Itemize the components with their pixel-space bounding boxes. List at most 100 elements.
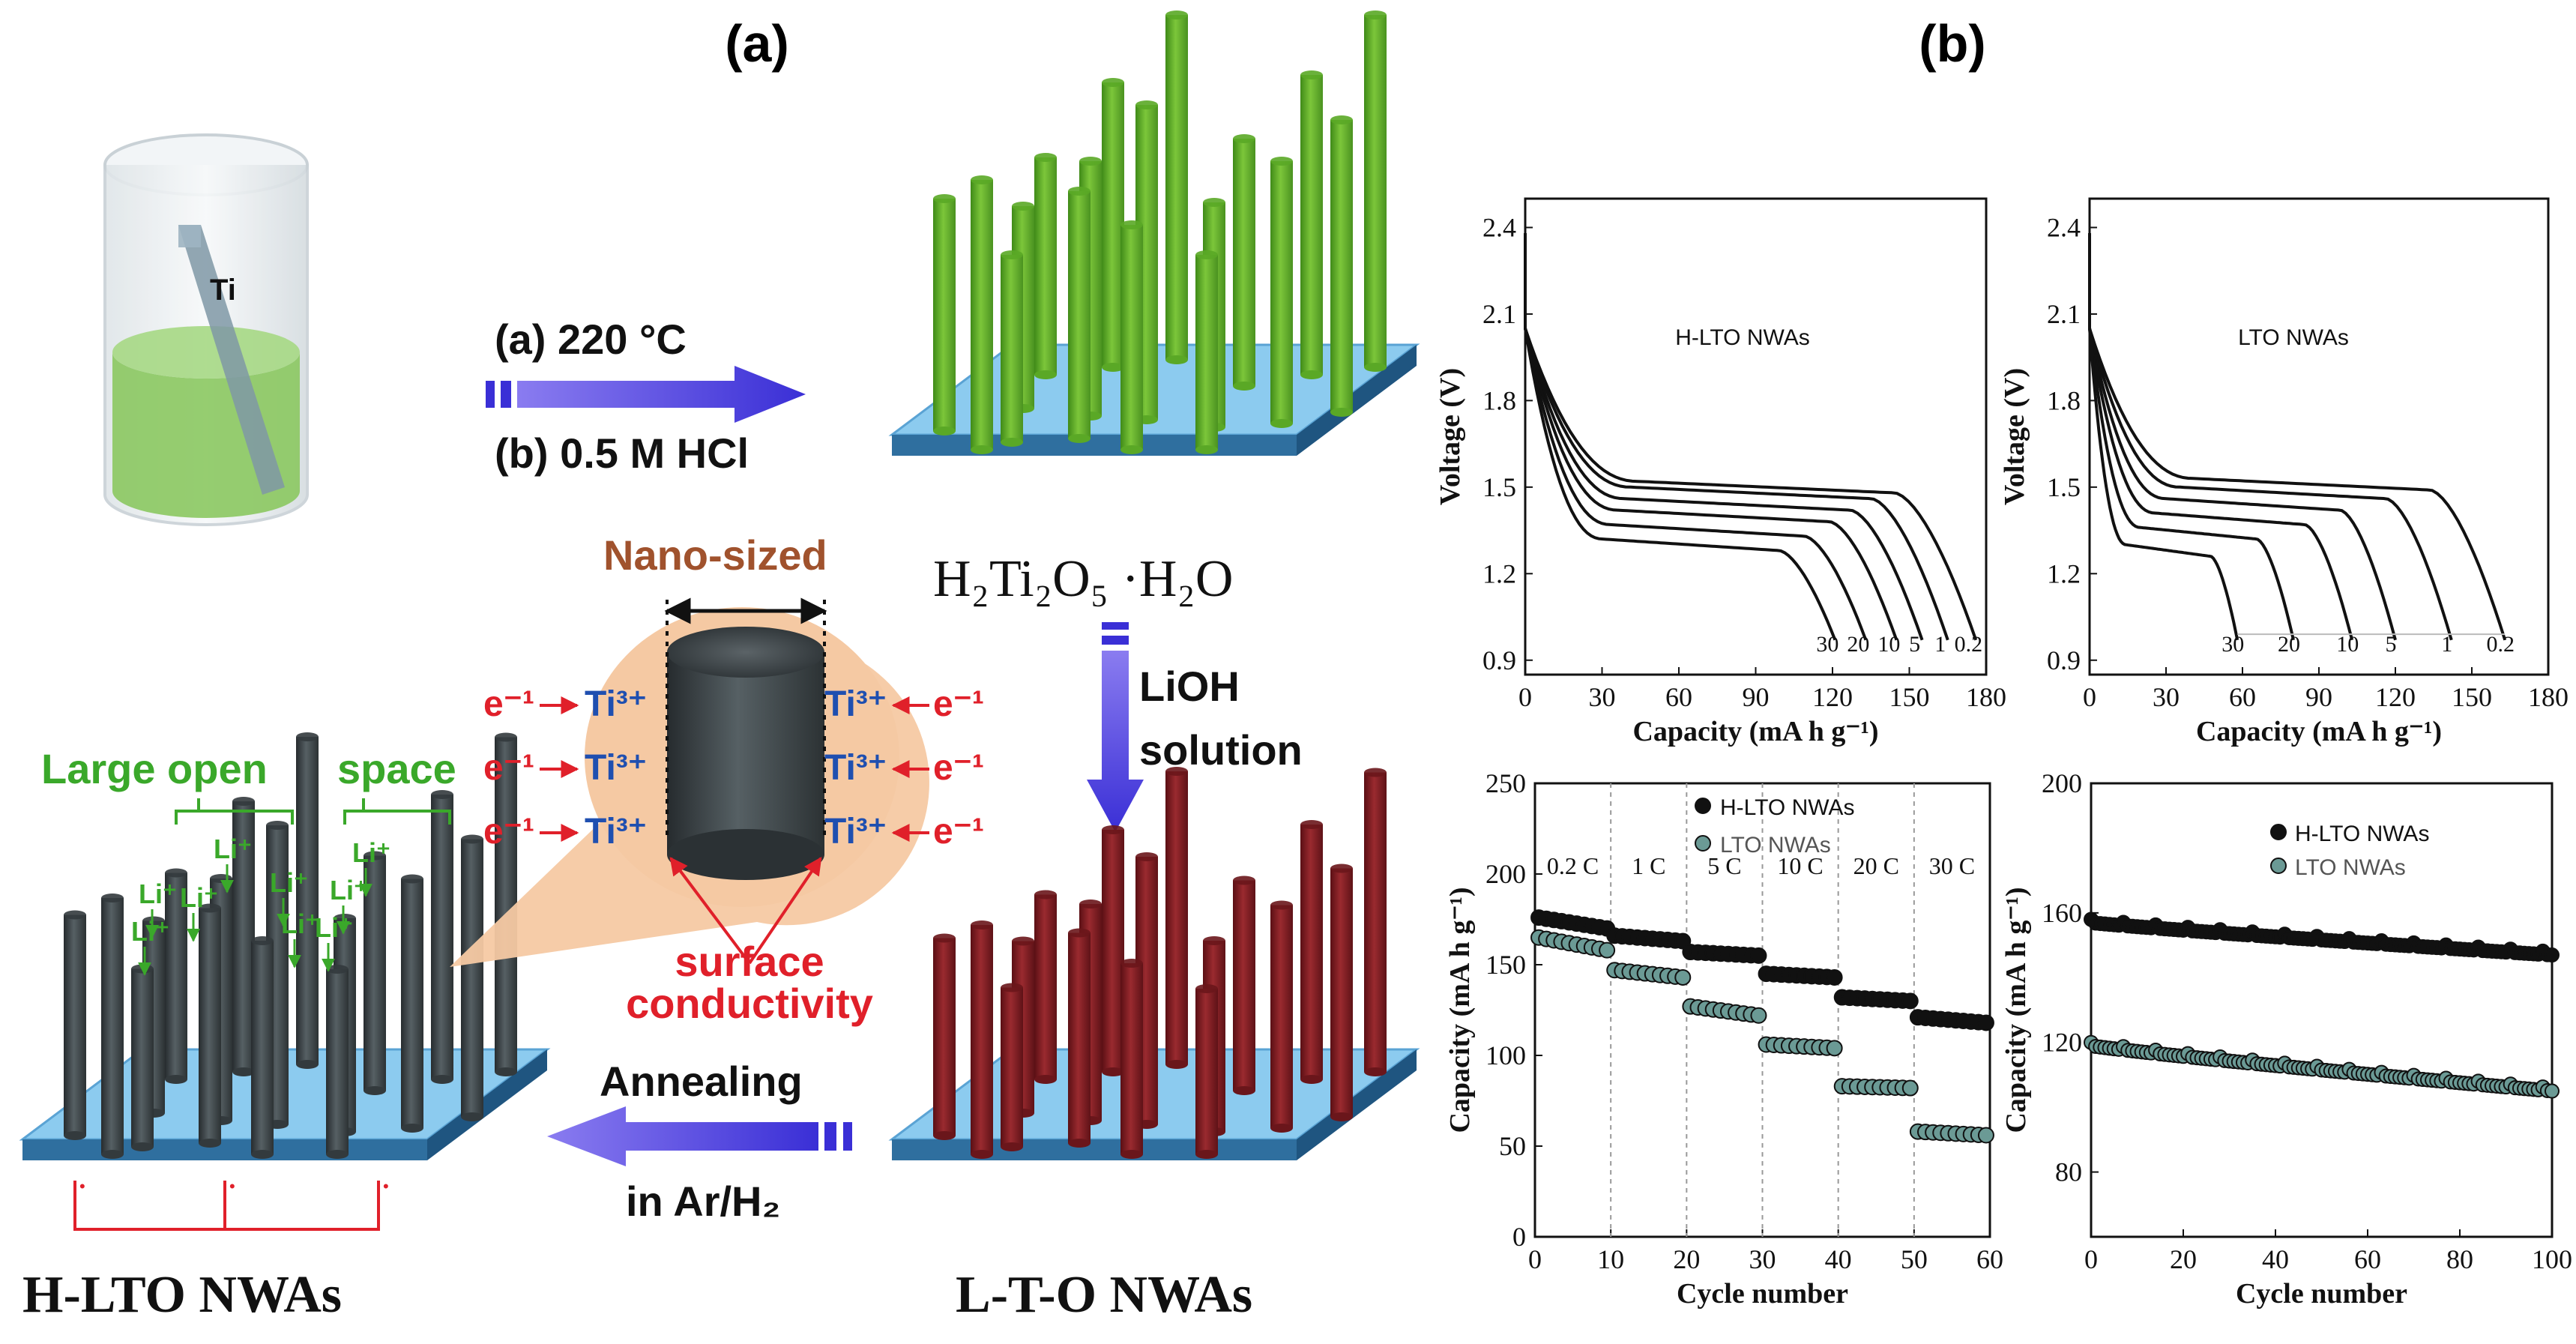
nanowire-base	[1270, 1124, 1293, 1133]
nanowire	[1068, 191, 1091, 439]
y-tick-label: 150	[1485, 950, 1526, 980]
nanowire-base	[1165, 1060, 1188, 1069]
li-ion-label: Li⁺	[214, 834, 252, 864]
y-tick-label: 0.9	[1482, 645, 1516, 675]
data-point	[1901, 1079, 1919, 1097]
nanowire	[495, 737, 517, 1072]
li-ion-label: Li⁺	[270, 867, 308, 898]
nanowire-tip	[971, 920, 993, 929]
substrate-front	[892, 1139, 1297, 1160]
nanowire-base	[1034, 370, 1057, 379]
nanowire-base	[401, 1124, 423, 1133]
nanowire-base	[232, 1067, 255, 1076]
nanowire-tip	[933, 194, 956, 203]
electron-dot: •	[383, 1177, 389, 1196]
space-bracket-right	[343, 798, 451, 825]
nanowire	[1001, 255, 1023, 442]
discharge-curve-30C	[1524, 233, 1837, 641]
nanowire-base	[1120, 445, 1143, 454]
nanowire-base	[1270, 419, 1293, 428]
plot-frame	[2088, 197, 2550, 676]
nanowire-base	[933, 1131, 956, 1140]
x-tick-label: 20	[2170, 1244, 2197, 1274]
y-tick-label: 1.2	[2047, 558, 2081, 588]
chart-title: LTO NWAs	[2238, 325, 2349, 350]
step2-arrow	[1087, 622, 1144, 832]
surface-arrow-right	[748, 857, 822, 965]
discharge-curve-30C	[2088, 233, 2239, 641]
plot-frame	[1524, 197, 1988, 676]
nanowire-tip	[1079, 899, 1102, 908]
nanowire-tip	[1233, 876, 1255, 885]
y-tick-label: 80	[2055, 1157, 2082, 1187]
nanowire-base	[461, 1112, 483, 1121]
nanowire-tip	[1195, 984, 1218, 993]
h2ti2o5-label: H₂Ti₂O₅ ·H₂O	[933, 550, 1233, 608]
nanowire	[326, 969, 349, 1154]
legend-marker-lto	[2270, 858, 2287, 874]
x-tick-label: 60	[2229, 682, 2256, 712]
curve-rate-label: 10	[1877, 632, 1900, 657]
nanowire-base	[431, 1075, 453, 1084]
nanowire-tip	[933, 933, 956, 943]
nanowire-tip	[1034, 890, 1057, 899]
y-tick-label: 120	[2042, 1028, 2082, 1058]
curve-rate-label: 20	[1847, 632, 1869, 657]
x-tick-label: 60	[1976, 1244, 2003, 1274]
surface-zoom-inset	[450, 607, 929, 967]
li-ion-label: Li⁺	[281, 908, 319, 939]
nanowire	[461, 839, 483, 1117]
y-tick-label: 200	[1485, 859, 1526, 889]
y-axis-label: Capacity (mA h g⁻¹)	[2000, 887, 2032, 1133]
substrate-side	[1297, 1049, 1417, 1160]
legend-label-lto: LTO NWAs	[2295, 855, 2406, 880]
curve-rate-label: 1	[1934, 632, 1946, 657]
curve-rate-label: 30	[2221, 632, 2244, 657]
nanowire	[1120, 963, 1143, 1154]
nanowire	[1364, 15, 1387, 367]
x-tick-label: 90	[1743, 682, 1770, 712]
nanowire-base	[199, 1139, 221, 1148]
x-tick-label: 0	[1518, 682, 1532, 712]
li-ion-label: Li⁺	[139, 879, 177, 909]
nanowire	[1330, 868, 1353, 1117]
ti-label: Ti	[210, 274, 236, 307]
x-tick-label: 150	[1889, 682, 1930, 712]
nanowire-tip	[1330, 864, 1353, 873]
ti3-label-right: Ti³⁺	[824, 812, 887, 852]
rate-label: 30 C	[1929, 852, 1975, 879]
nanowire-tip	[1120, 220, 1143, 229]
curve-rate-label: 0.2	[1955, 632, 1983, 657]
nanowire	[1300, 75, 1323, 375]
nanowire-tip	[1001, 983, 1023, 992]
y-tick-label: 2.4	[1482, 212, 1516, 242]
chart-rate-capability: 0 10 20 30 40 50 60 0 50 100 150 200 250 Cycle number…	[1444, 768, 2003, 1310]
nanowire-base	[971, 1150, 993, 1159]
nanowire-tip	[1300, 820, 1323, 829]
curve-rate-label: 10	[2336, 632, 2359, 657]
ti3-label-left: Ti³⁺	[585, 748, 647, 788]
x-axis-label: Capacity (mA h g⁻¹)	[2196, 716, 2442, 747]
step1-arrow	[486, 366, 806, 423]
data-point	[1674, 968, 1692, 986]
substrate-front	[892, 435, 1297, 456]
nanowire	[1165, 15, 1188, 360]
data-point	[1750, 947, 1767, 964]
nanowire-base	[1102, 1067, 1124, 1076]
li-ion-label: Li⁺	[330, 875, 368, 905]
nanowire-tip	[251, 936, 274, 945]
nanowire-base	[1068, 1139, 1091, 1148]
nanowire-tip	[101, 894, 124, 902]
x-tick-label: 40	[2262, 1244, 2289, 1274]
nanowire	[1195, 255, 1218, 450]
x-tick-label: 50	[1901, 1244, 1928, 1274]
data-point	[1826, 968, 1843, 986]
surface-label: surface	[675, 938, 824, 985]
annealing-gas-label: in Ar/H₂	[626, 1178, 780, 1225]
x-tick-label: 120	[1812, 682, 1853, 712]
electron-label-right: e⁻¹	[933, 812, 984, 852]
curve-rate-label: 0.2	[2486, 632, 2515, 657]
lto-array-label: L-T-O NWAs	[956, 1266, 1252, 1324]
nanowire-tip	[1102, 78, 1124, 87]
